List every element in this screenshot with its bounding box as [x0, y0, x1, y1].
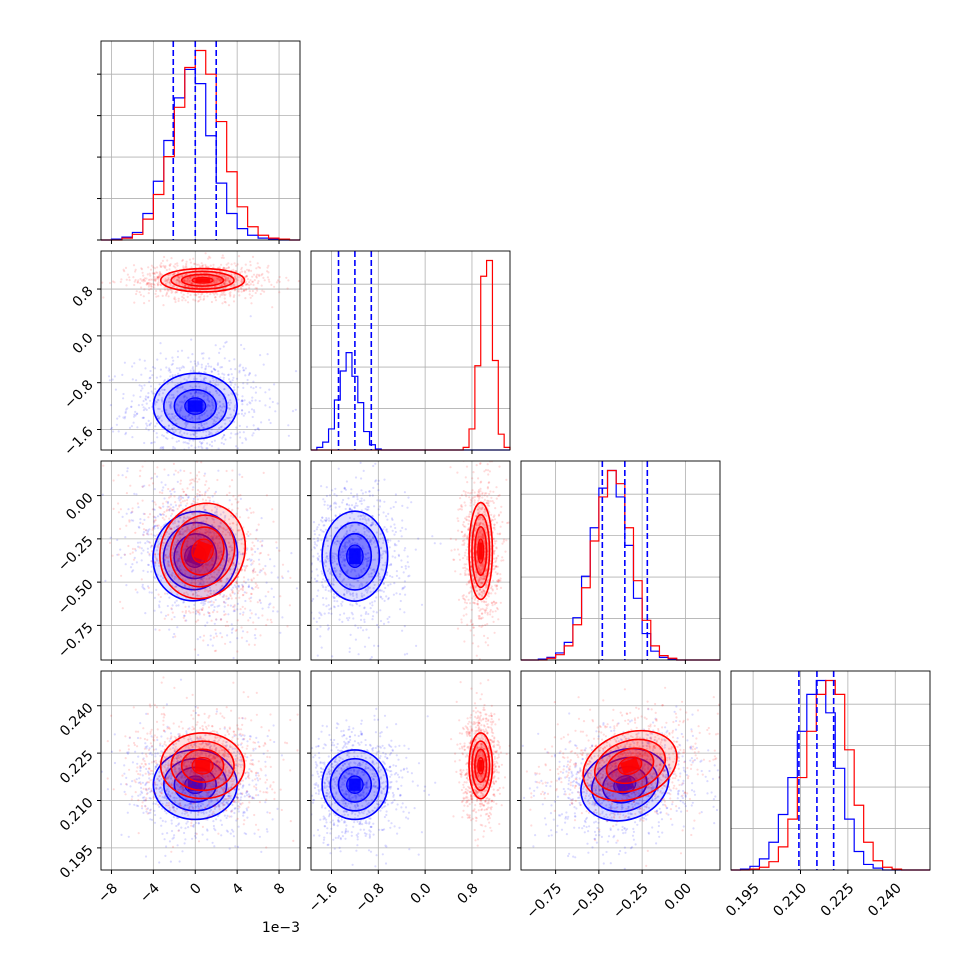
histogram-red [731, 679, 930, 871]
y-tick-label: 0.225 [57, 747, 97, 787]
x-tick-label: 0.8 [455, 880, 482, 907]
x-tick-label: −4 [137, 880, 163, 906]
tick-marks [97, 73, 280, 244]
x-tick-label: 0.195 [723, 880, 763, 920]
contours-blue [580, 747, 670, 822]
y-tick-label: −0.25 [55, 533, 97, 575]
x-tick-label: 4 [229, 880, 247, 898]
contours-red [582, 729, 678, 802]
panel-frame [100, 250, 301, 451]
panel-frame [100, 460, 301, 661]
tick-marks [97, 705, 280, 874]
panel-frame [730, 670, 931, 871]
x-tick-label: 0.00 [662, 880, 695, 913]
histogram-panel-1 [310, 250, 511, 454]
tick-marks [752, 870, 896, 874]
y-tick-label: −1.6 [61, 424, 96, 459]
panel-frame [100, 40, 301, 241]
points-red [525, 686, 720, 868]
histogram-panel-2 [520, 460, 721, 664]
tick-marks [517, 705, 686, 874]
scatter-region [101, 676, 299, 864]
scatter-panel-3-1 [307, 670, 511, 874]
contours-blue [321, 510, 389, 602]
panel-frame [310, 250, 511, 451]
panel-frame [100, 670, 301, 871]
x-tick-label: −0.25 [610, 880, 652, 922]
y-tick-label: 0.00 [63, 490, 96, 523]
contours-blue [152, 372, 238, 440]
panel-frame [520, 670, 721, 871]
histogram-panel-0 [97, 40, 301, 244]
tick-marks [555, 660, 686, 664]
x-offset-label: 1e−3 [262, 920, 300, 936]
points-blue [521, 705, 720, 870]
x-tick-label: 0.210 [770, 880, 810, 920]
panel-frame [520, 460, 721, 661]
grid [101, 251, 300, 450]
y-tick-label: −0.50 [55, 576, 97, 618]
x-tick-label: −0.75 [524, 880, 566, 922]
x-tick-label: −1.6 [306, 880, 341, 915]
y-tick-label: −0.75 [55, 620, 97, 662]
histogram-blue [101, 68, 300, 241]
y-tick-label: 0.210 [57, 795, 97, 835]
points-blue [311, 461, 442, 660]
contours-red [159, 267, 246, 293]
scatter-region [521, 686, 720, 870]
scatter-panel-3-0 [97, 670, 301, 874]
y-tick-label: 0.0 [70, 330, 97, 357]
scatter-region [311, 461, 510, 660]
x-tick-label: 0 [187, 880, 205, 898]
tick-marks [307, 705, 473, 874]
y-tick-label: 0.240 [57, 700, 97, 740]
x-tick-label: 0.240 [865, 880, 905, 920]
contours-red [159, 502, 247, 600]
x-tick-label: −0.50 [567, 880, 609, 922]
contours-blue [321, 749, 389, 821]
scatter-panel-3-2 [517, 670, 721, 874]
y-tick-label: 0.195 [57, 842, 97, 882]
x-tick-label: 0.225 [818, 880, 858, 920]
tick-marks [307, 495, 473, 664]
scatter-panel-1-0 [97, 250, 301, 454]
contours-red [159, 732, 246, 800]
histogram-red [101, 49, 300, 241]
x-tick-label: 8 [271, 880, 289, 898]
histogram-blue [731, 679, 930, 871]
tick-marks [97, 495, 280, 664]
contours-red [468, 501, 494, 601]
grid [311, 251, 510, 450]
panels-layer [97, 40, 931, 874]
scatter-panel-2-1 [307, 460, 511, 664]
y-tick-label: −0.8 [61, 377, 96, 412]
panel-frame [310, 670, 511, 871]
tick-marks [97, 288, 280, 454]
tick-marks [330, 450, 473, 454]
grid [731, 671, 930, 870]
histogram-red [521, 469, 720, 661]
y-tick-label: 0.8 [70, 283, 97, 310]
scatter-region [101, 461, 298, 660]
grid [311, 671, 510, 870]
contours-red [468, 732, 494, 800]
x-tick-label: 0.0 [408, 880, 435, 907]
x-tick-label: −8 [95, 880, 121, 906]
scatter-region [101, 252, 300, 450]
x-tick-label: −0.8 [353, 880, 388, 915]
scatter-region [311, 679, 510, 868]
panel-frame [310, 460, 511, 661]
scatter-panel-2-0 [97, 460, 301, 664]
points-red [450, 679, 510, 847]
histogram-panel-3 [730, 670, 931, 874]
